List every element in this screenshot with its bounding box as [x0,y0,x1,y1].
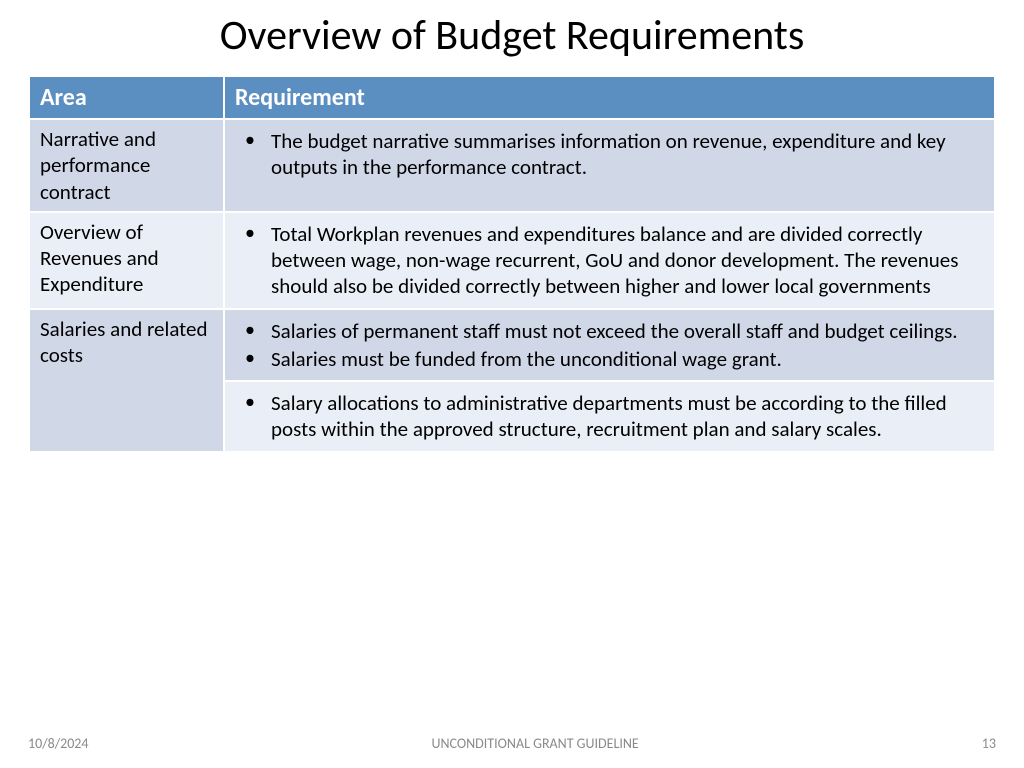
requirements-table: Area Requirement Narrative and performan… [28,75,996,453]
slide-title: Overview of Budget Requirements [28,10,996,61]
cell-req: Total Workplan revenues and expenditures… [224,212,995,309]
header-area: Area [29,76,224,119]
table-header-row: Area Requirement [29,76,995,119]
bullet: The budget narrative summarises informat… [235,128,984,181]
table-row: Overview of Revenues and Expenditure Tot… [29,212,995,309]
bullet: Salaries of permanent staff must not exc… [235,318,984,344]
cell-req: Salary allocations to administrative dep… [224,381,995,452]
bullet: Total Workplan revenues and expenditures… [235,221,984,300]
cell-area: Salaries and related costs [29,309,224,452]
slide: Overview of Budget Requirements Area Req… [0,0,1024,768]
header-requirement: Requirement [224,76,995,119]
slide-footer: 10/8/2024 UNCONDITIONAL GRANT GUIDELINE … [0,735,1024,752]
footer-center: UNCONDITIONAL GRANT GUIDELINE [88,735,981,752]
footer-date: 10/8/2024 [28,735,88,752]
cell-area: Overview of Revenues and Expenditure [29,212,224,309]
table-row: Narrative and performance contract The b… [29,119,995,212]
cell-req: The budget narrative summarises informat… [224,119,995,212]
cell-area: Narrative and performance contract [29,119,224,212]
bullet: Salaries must be funded from the uncondi… [235,346,984,372]
table-row: Salaries and related costs Salaries of p… [29,309,995,382]
cell-req: Salaries of permanent staff must not exc… [224,309,995,382]
bullet: Salary allocations to administrative dep… [235,390,984,443]
footer-page: 13 [982,735,996,752]
